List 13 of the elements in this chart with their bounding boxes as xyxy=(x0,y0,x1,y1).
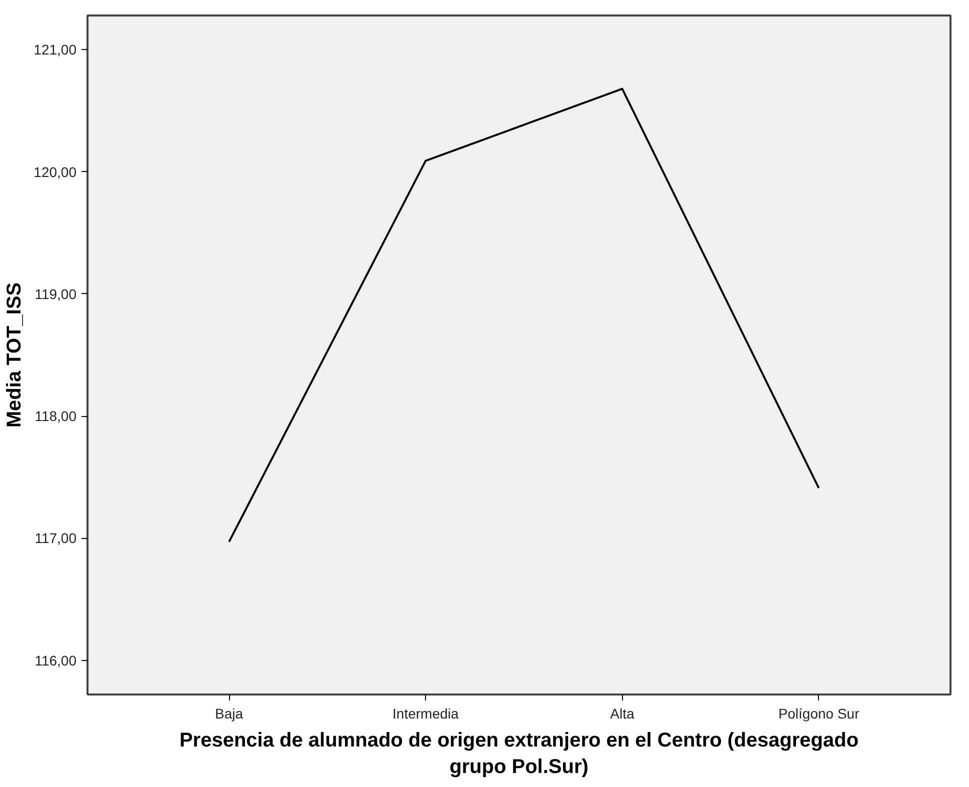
y-axis-title: Media TOT_ISS xyxy=(4,282,26,428)
x-tick-label: Baja xyxy=(215,706,244,722)
y-tick-label: 120,00 xyxy=(34,164,77,180)
y-tick-label: 118,00 xyxy=(34,408,77,424)
y-tick-label: 116,00 xyxy=(34,652,77,668)
x-tick-label: Polígono Sur xyxy=(778,706,860,722)
y-tick-label: 121,00 xyxy=(34,42,77,58)
x-tick-label: Alta xyxy=(610,706,634,722)
y-tick-label: 117,00 xyxy=(34,530,77,546)
x-axis-title: Presencia de alumnado de origen extranjero en el Centro (desagregado grupo Pol.Sur) xyxy=(179,730,859,778)
y-tick-label: 119,00 xyxy=(34,286,77,302)
x-tick-label: Intermedia xyxy=(392,706,459,722)
line-series xyxy=(228,88,820,543)
